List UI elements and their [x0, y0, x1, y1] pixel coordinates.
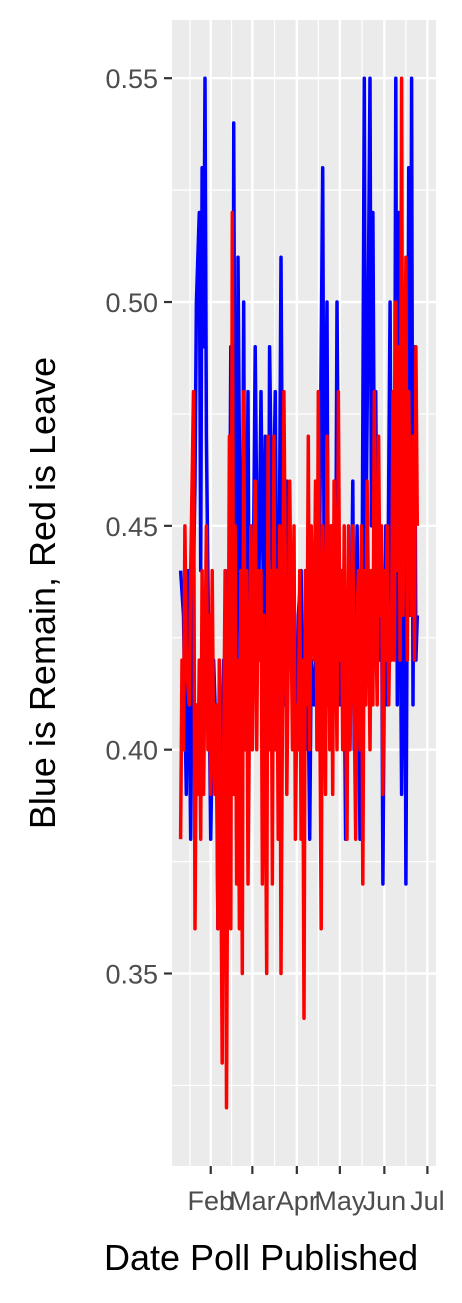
y-tick-label: 0.45 [105, 512, 158, 542]
y-tick-label: 0.35 [105, 960, 158, 990]
major-gridlines [172, 20, 436, 1166]
y-axis-title: Blue is Remain, Red is Leave [22, 357, 63, 829]
x-axis-title: Date Poll Published [104, 1237, 418, 1278]
x-tick-label: May [314, 1186, 366, 1216]
y-axis: 0.35 0.40 0.45 0.50 0.55 [105, 64, 172, 990]
y-tick-label: 0.55 [105, 64, 158, 94]
y-tick-label: 0.40 [105, 736, 158, 766]
x-tick-label: Jun [363, 1186, 407, 1216]
series-lines [178, 76, 420, 1110]
x-tick-label: Apr [276, 1186, 318, 1216]
x-tick-label: Feb [187, 1186, 234, 1216]
x-tick-label: Mar [229, 1186, 276, 1216]
series-line-leave [178, 76, 420, 1110]
y-tick-label: 0.50 [105, 288, 158, 318]
x-tick-label: Jul [410, 1186, 445, 1216]
